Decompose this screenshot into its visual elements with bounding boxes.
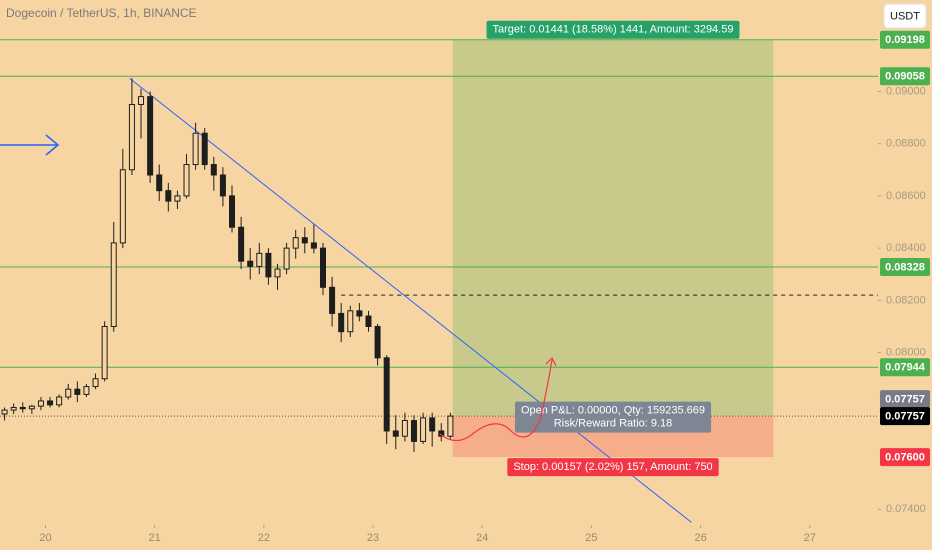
candle-body [47,400,54,406]
candle-body [74,388,81,395]
candle-body [347,310,354,333]
x-tick-label: 26 [694,532,706,544]
candle-body [265,252,272,278]
stop-label-text: Stop: 0.00157 (2.02%) 157, Amount: 750 [513,461,712,473]
candle-body [292,237,299,249]
candle-body [19,406,26,410]
x-tick-label: 27 [804,532,816,544]
profit-zone [452,39,774,417]
pnl-label-text: Risk/Reward Ratio: 9.18 [554,417,673,429]
price-badge-label: 0.08328 [885,261,925,273]
stop-label: Stop: 0.00157 (2.02%) 157, Amount: 750 [507,458,719,477]
candle-body [374,325,381,359]
candle-body [101,325,108,380]
x-tick-label: 21 [149,532,161,544]
candle-body [283,247,290,270]
candle-body [138,96,145,105]
x-tick-label: 20 [39,532,51,544]
trendline [129,77,692,523]
candle-body [319,247,326,288]
price-badge [880,390,930,409]
candle-body [365,315,372,327]
candle-body [65,388,72,398]
x-tick-label: 22 [258,532,270,544]
candle-body [410,420,417,442]
y-tick-label: 0.08000 [886,347,926,359]
candle-body [156,174,163,192]
price-badge-label: 0.07944 [885,362,926,374]
candle-body [429,417,436,432]
candle-body [83,386,90,395]
candle-body [329,286,336,314]
candle-body [438,430,445,437]
target-label-text: Target: 0.01441 (18.58%) 1441, Amount: 3… [493,24,734,36]
price-badge-label: 0.07600 [885,451,925,463]
candle-body [119,169,126,244]
price-badge-label: 0.09198 [885,34,925,46]
y-tick-label: 0.07400 [886,503,926,515]
price-badge-label: 0.09058 [885,71,925,83]
candle-body [110,242,117,327]
stop-label-bg [507,458,719,477]
candle-body [37,400,44,407]
currency-button[interactable] [883,3,927,29]
y-tick-label: 0.08200 [886,294,926,306]
y-tick-label: 0.08400 [886,242,926,254]
x-tick-label: 24 [476,532,488,544]
candle-body [238,226,245,262]
arrow-drawing [0,134,60,156]
price-badge [880,448,930,467]
x-tick-label: 23 [367,532,379,544]
x-tick-label: 25 [585,532,597,544]
pnl-label-text: Open P&L: 0.00000, Qty: 159235.669 [521,404,705,416]
candle-body [10,406,17,411]
candle-body [338,312,345,333]
candle-body [274,268,281,278]
target-label: Target: 0.01441 (18.58%) 1441, Amount: 3… [486,20,740,39]
price-badge-label: 0.07757 [885,393,925,405]
candle-body [420,417,427,442]
candle-body [301,237,308,244]
candle-body [56,396,63,406]
candle-body [447,415,454,437]
candle-body [128,103,135,171]
chart-title: Dogecoin / TetherUS, 1h, BINANCE [6,6,197,20]
currency-button-label[interactable]: USDT [890,10,920,22]
candle-body [383,357,390,432]
candle-body [147,96,154,176]
candle-body [310,242,317,249]
candle-body [1,409,8,415]
candle-body [92,378,99,388]
candle-body [183,164,190,197]
candle-body [174,195,181,202]
target-label-bg [486,20,740,39]
candle-body [165,190,172,202]
price-badge [880,67,930,86]
pnl-label-bg [514,401,712,433]
pnl-label: Open P&L: 0.00000, Qty: 159235.669Risk/R… [514,401,712,433]
price-badge-label: 0.07757 [885,410,925,422]
candle-body [392,430,399,437]
candle-body [356,310,363,317]
candle-body [201,132,208,166]
price-badge [880,358,930,377]
candle-body [256,252,263,267]
projection-drawing [439,356,557,442]
price-badge [880,257,930,276]
candle-body [229,195,236,228]
candle-body [192,132,199,166]
price-badge [880,407,930,426]
y-tick-label: 0.08800 [886,138,926,150]
candle-body [247,260,254,267]
y-tick-label: 0.08600 [886,190,926,202]
candle-body [219,174,226,197]
candle-body [401,420,408,437]
y-tick-label: 0.09000 [886,85,926,97]
price-badge [880,30,930,49]
candle-body [210,164,217,176]
candle-body [28,405,35,410]
